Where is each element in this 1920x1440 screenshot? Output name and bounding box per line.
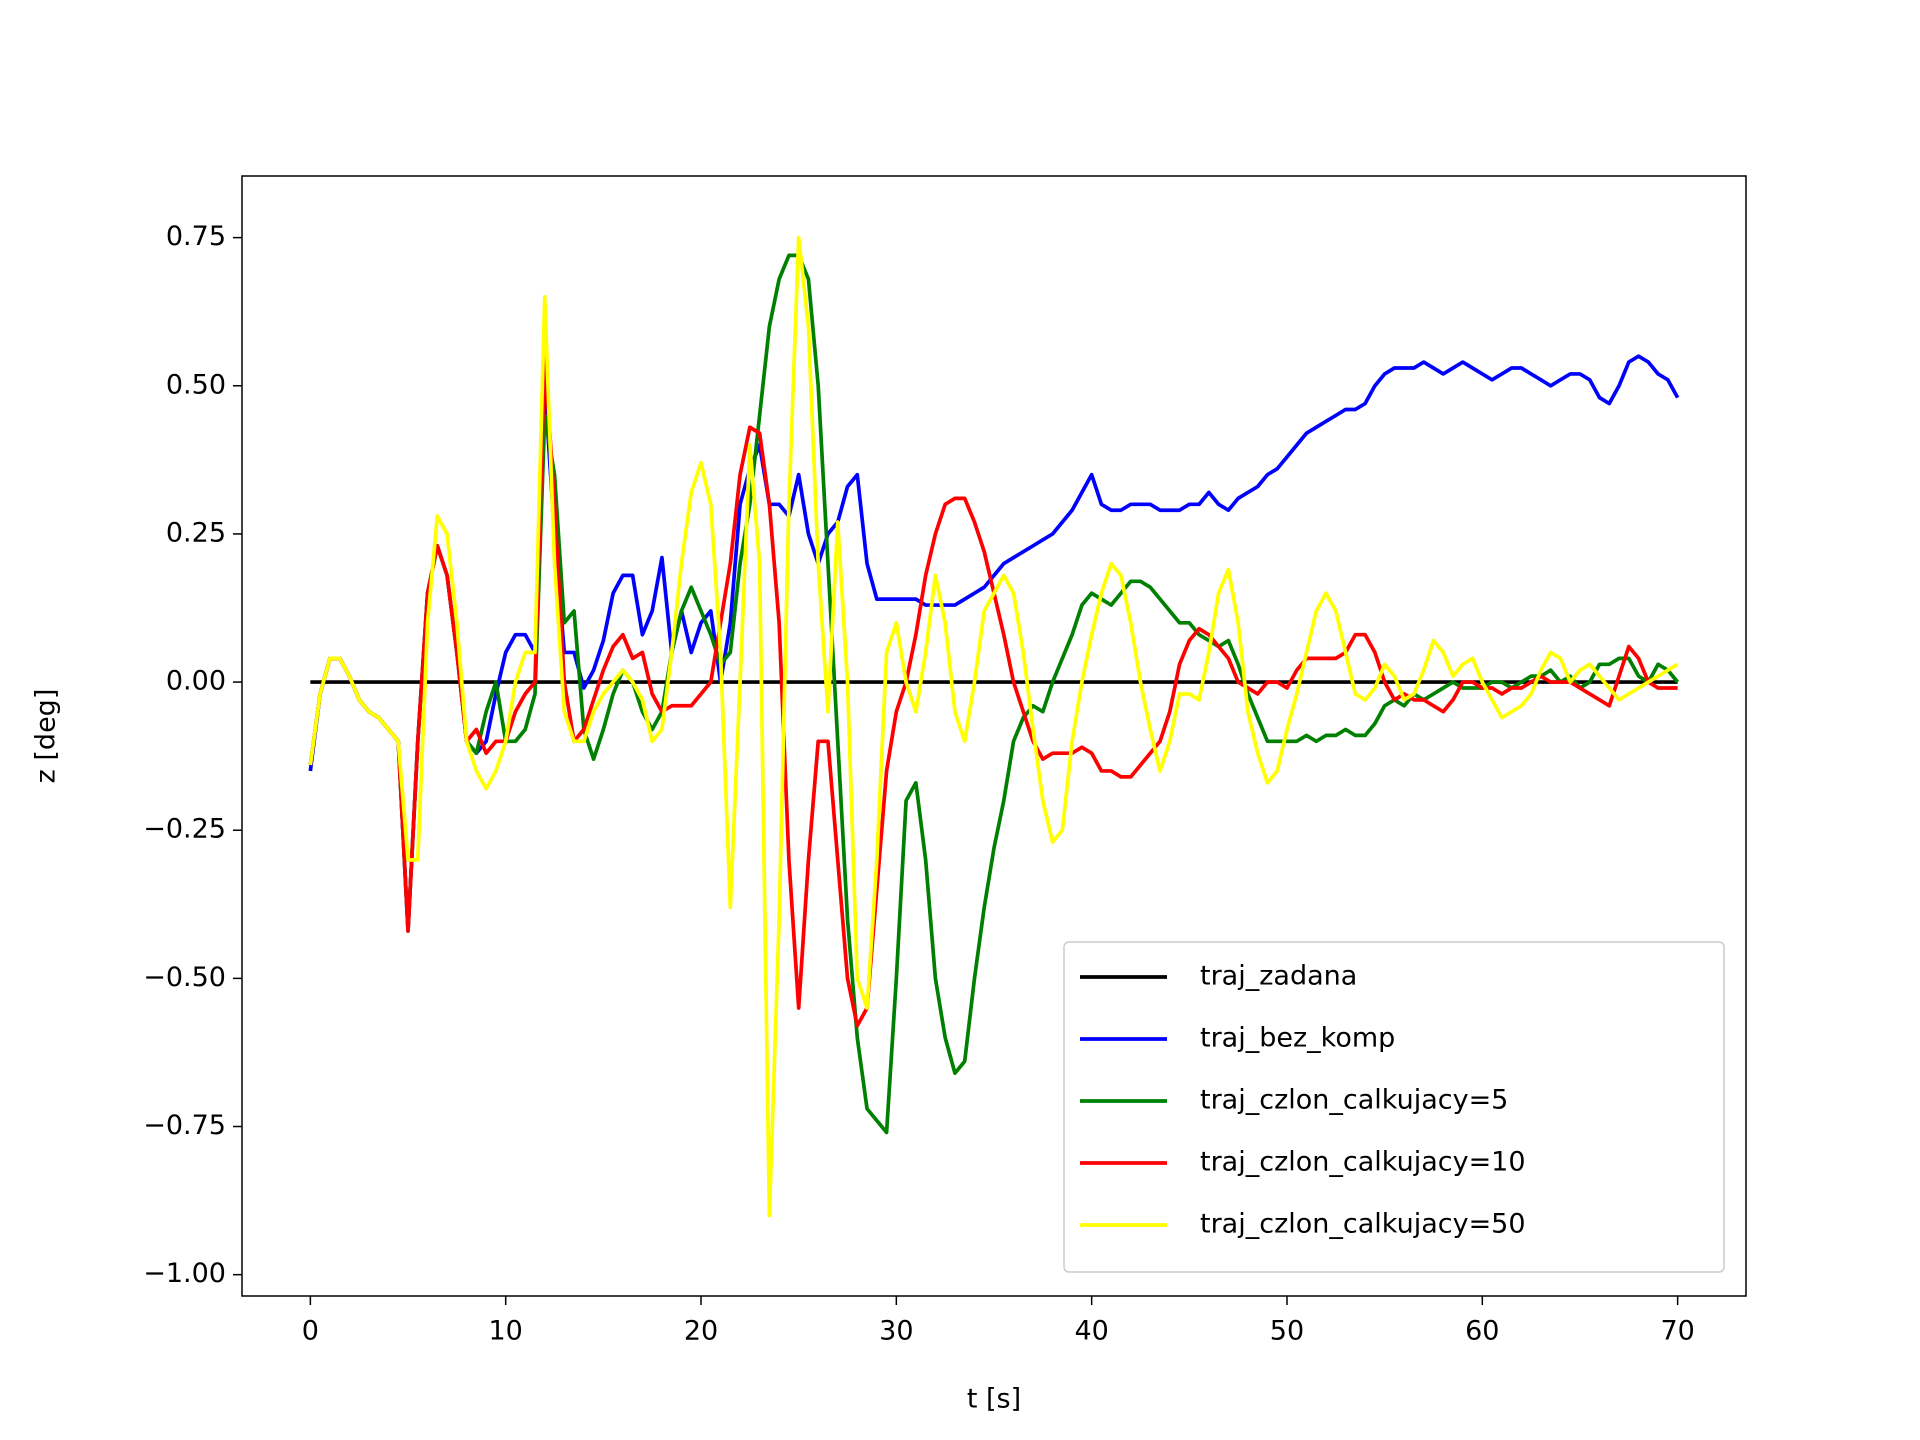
legend-label: traj_zadana bbox=[1200, 961, 1357, 992]
y-tick-label: −0.50 bbox=[143, 962, 226, 993]
y-tick-label: 0.25 bbox=[166, 517, 226, 548]
legend-label: traj_czlon_calkujacy=10 bbox=[1200, 1147, 1526, 1178]
x-tick-label: 30 bbox=[879, 1316, 913, 1347]
y-tick-label: 0.50 bbox=[166, 369, 226, 400]
plot-frame bbox=[241, 175, 1747, 1297]
y-tick-label: 0.00 bbox=[166, 666, 226, 697]
x-tick-label: 10 bbox=[489, 1316, 523, 1347]
x-tick-label: 70 bbox=[1660, 1316, 1694, 1347]
y-tick-label: 0.75 bbox=[166, 221, 226, 252]
series-line bbox=[308, 235, 1679, 1218]
x-tick-label: 40 bbox=[1074, 1316, 1108, 1347]
legend-label: traj_bez_komp bbox=[1200, 1023, 1395, 1054]
legend-label: traj_czlon_calkujacy=50 bbox=[1200, 1209, 1526, 1240]
y-tick-label: −0.25 bbox=[143, 814, 226, 845]
y-axis-label: z [deg] bbox=[31, 689, 62, 784]
x-tick-label: 60 bbox=[1465, 1316, 1499, 1347]
x-tick-label: 20 bbox=[684, 1316, 718, 1347]
y-tick-label: −1.00 bbox=[143, 1258, 226, 1289]
x-tick-label: 0 bbox=[302, 1316, 319, 1347]
legend-label: traj_czlon_calkujacy=5 bbox=[1200, 1085, 1508, 1116]
legend-box bbox=[1063, 941, 1725, 1273]
y-tick-label: −0.75 bbox=[143, 1110, 226, 1141]
x-axis-label: t [s] bbox=[967, 1384, 1021, 1415]
x-tick-label: 50 bbox=[1270, 1316, 1304, 1347]
